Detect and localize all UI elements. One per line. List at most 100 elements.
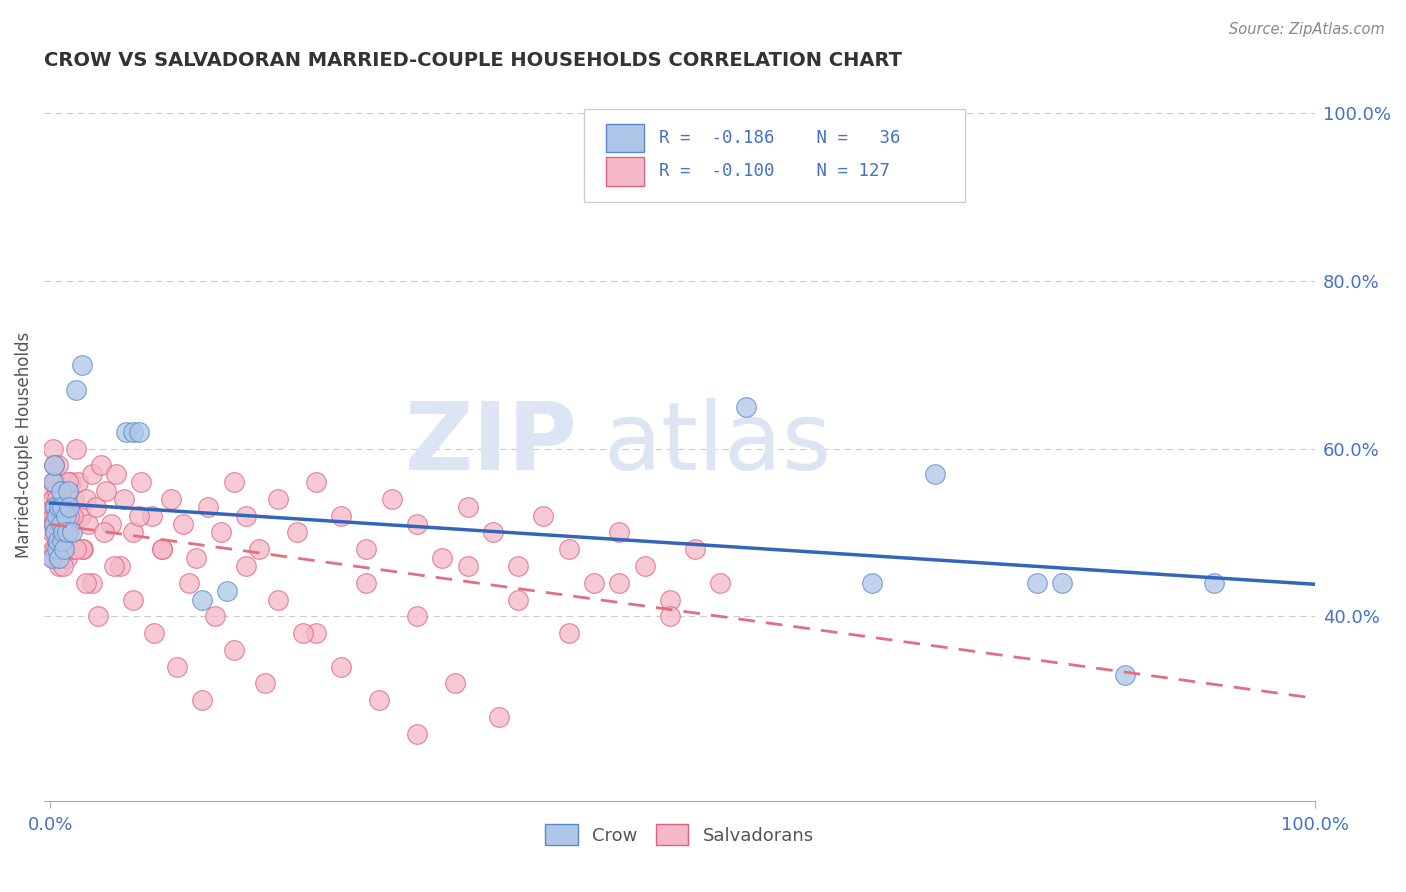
Point bbox=[444, 676, 467, 690]
Point bbox=[406, 517, 429, 532]
Point bbox=[93, 525, 115, 540]
Point bbox=[59, 475, 82, 490]
Point bbox=[51, 533, 73, 548]
Point bbox=[103, 559, 125, 574]
Point bbox=[115, 425, 138, 439]
Point bbox=[65, 542, 87, 557]
Point bbox=[56, 517, 79, 532]
Point bbox=[44, 475, 66, 490]
Point bbox=[432, 550, 454, 565]
Point bbox=[41, 550, 63, 565]
Point bbox=[633, 559, 655, 574]
Point bbox=[46, 458, 69, 473]
Point bbox=[583, 575, 606, 590]
Point bbox=[121, 425, 143, 439]
Text: R =  -0.100    N = 127: R = -0.100 N = 127 bbox=[659, 162, 890, 180]
Point bbox=[508, 592, 530, 607]
Point bbox=[105, 467, 128, 481]
Point bbox=[82, 467, 104, 481]
Point bbox=[508, 559, 530, 574]
Point bbox=[48, 525, 70, 540]
Point bbox=[56, 550, 79, 565]
Text: CROW VS SALVADORAN MARRIED-COUPLE HOUSEHOLDS CORRELATION CHART: CROW VS SALVADORAN MARRIED-COUPLE HOUSEH… bbox=[44, 51, 903, 70]
Point bbox=[368, 693, 391, 707]
Point bbox=[53, 542, 76, 557]
Point bbox=[45, 491, 67, 506]
Point bbox=[58, 525, 80, 540]
Point bbox=[44, 475, 66, 490]
Point bbox=[204, 609, 226, 624]
Point bbox=[58, 500, 80, 515]
Point bbox=[381, 491, 404, 506]
Point bbox=[44, 517, 66, 532]
Point bbox=[121, 525, 143, 540]
Point bbox=[65, 383, 87, 397]
Point bbox=[49, 508, 72, 523]
Point bbox=[356, 575, 378, 590]
Point bbox=[356, 542, 378, 557]
Point bbox=[46, 550, 69, 565]
Point bbox=[49, 491, 72, 506]
Point bbox=[709, 575, 731, 590]
Point bbox=[108, 559, 131, 574]
Point bbox=[44, 500, 66, 515]
Point bbox=[72, 542, 94, 557]
Point bbox=[41, 525, 63, 540]
Point bbox=[197, 500, 219, 515]
Point bbox=[44, 542, 66, 557]
Legend: Crow, Salvadorans: Crow, Salvadorans bbox=[538, 817, 821, 853]
Point bbox=[406, 727, 429, 741]
FancyBboxPatch shape bbox=[606, 157, 644, 186]
Point bbox=[305, 626, 328, 640]
Point bbox=[84, 500, 107, 515]
Point bbox=[44, 508, 66, 523]
Point bbox=[49, 483, 72, 498]
Point bbox=[53, 500, 76, 515]
Point bbox=[70, 542, 93, 557]
Point bbox=[52, 559, 75, 574]
Text: atlas: atlas bbox=[603, 399, 831, 491]
Point bbox=[305, 475, 328, 490]
Point bbox=[44, 525, 66, 540]
Point bbox=[87, 609, 110, 624]
Point bbox=[63, 491, 86, 506]
Point bbox=[607, 525, 630, 540]
Point bbox=[222, 475, 245, 490]
Point bbox=[55, 483, 77, 498]
Point bbox=[292, 626, 315, 640]
Point bbox=[62, 542, 84, 557]
Point bbox=[330, 508, 353, 523]
Point bbox=[44, 500, 66, 515]
Point bbox=[533, 508, 555, 523]
Point bbox=[330, 659, 353, 673]
Point bbox=[42, 542, 65, 557]
Point bbox=[44, 517, 66, 532]
Point bbox=[1050, 575, 1073, 590]
Point bbox=[82, 575, 104, 590]
Point bbox=[247, 542, 270, 557]
Point bbox=[62, 508, 84, 523]
Point bbox=[488, 710, 510, 724]
Point bbox=[52, 525, 75, 540]
Point bbox=[46, 517, 69, 532]
Point bbox=[217, 584, 239, 599]
Point bbox=[52, 517, 75, 532]
Point bbox=[143, 626, 166, 640]
Point bbox=[235, 508, 257, 523]
Point bbox=[67, 475, 90, 490]
Point bbox=[166, 659, 188, 673]
Point bbox=[48, 525, 70, 540]
Point bbox=[56, 500, 79, 515]
Point bbox=[51, 500, 73, 515]
Point bbox=[60, 525, 83, 540]
Y-axis label: Married-couple Households: Married-couple Households bbox=[15, 331, 32, 558]
Point bbox=[42, 491, 65, 506]
Point bbox=[121, 592, 143, 607]
Point bbox=[558, 542, 581, 557]
Point bbox=[1202, 575, 1225, 590]
Point bbox=[128, 508, 150, 523]
Point bbox=[56, 483, 79, 498]
Point bbox=[607, 575, 630, 590]
Point bbox=[90, 458, 112, 473]
Point bbox=[222, 643, 245, 657]
